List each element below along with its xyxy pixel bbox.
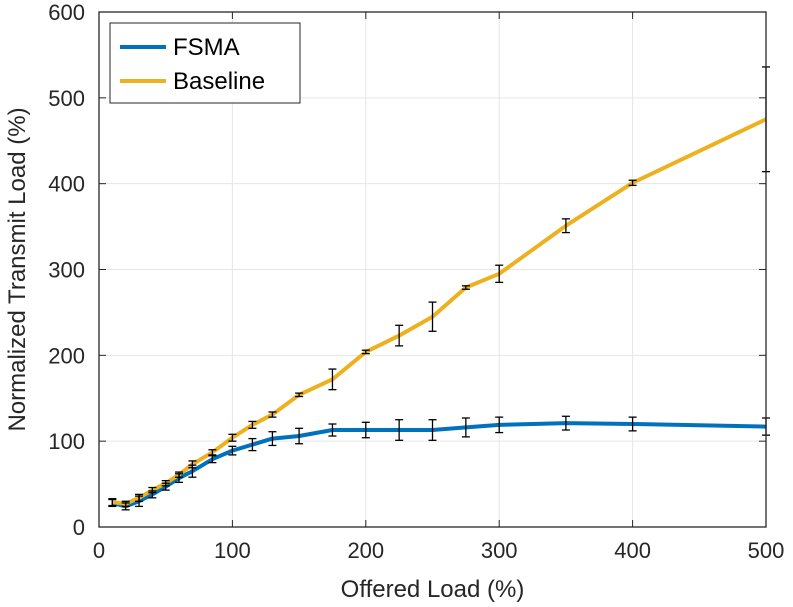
y-tick-label: 400 [48, 172, 85, 197]
legend-box [109, 22, 301, 104]
legend-label-fsma: FSMA [173, 34, 240, 61]
error-bar-fsma [208, 455, 217, 464]
x-tick-label: 500 [748, 538, 785, 563]
error-bar-baseline [268, 411, 277, 418]
x-tick-label: 200 [347, 538, 384, 563]
y-tick-label: 600 [48, 0, 85, 25]
x-axis-label: Offered Load (%) [341, 576, 525, 603]
y-axis-label: Normalized Transmit Load (%) [4, 107, 31, 431]
error-bar-fsma [428, 419, 437, 441]
x-tick-label: 300 [481, 538, 518, 563]
y-tick-label: 100 [48, 429, 85, 454]
error-bar-fsma [461, 417, 470, 438]
x-tick-label: 400 [614, 538, 651, 563]
error-bar-fsma [248, 437, 257, 452]
error-bar-baseline [628, 179, 637, 187]
error-bar-fsma [395, 419, 404, 441]
y-tick-label: 0 [73, 515, 85, 540]
error-bar-baseline [495, 264, 504, 284]
x-tick-label: 0 [93, 538, 105, 563]
error-bar-baseline [148, 486, 157, 494]
error-bar-fsma [495, 416, 504, 434]
error-bar-fsma [295, 427, 304, 445]
error-bar-baseline [175, 471, 184, 478]
x-tick-label: 100 [214, 538, 251, 563]
error-bar-baseline [188, 460, 197, 469]
error-bar-baseline [561, 218, 570, 234]
error-bar-baseline [135, 493, 144, 502]
error-bar-baseline [208, 449, 217, 456]
error-bar-fsma [628, 416, 637, 432]
legend: FSMA Baseline [109, 22, 301, 104]
error-bar-baseline [108, 498, 117, 507]
error-bar-baseline [328, 368, 337, 391]
error-bar-baseline [121, 500, 130, 508]
error-bar-fsma [268, 431, 277, 447]
error-bar-baseline [461, 285, 470, 290]
error-bar-fsma [228, 445, 237, 456]
error-bar-baseline [361, 349, 370, 355]
error-bar-baseline [228, 433, 237, 442]
error-bar-baseline [295, 392, 304, 398]
error-bar-baseline [428, 301, 437, 332]
y-tick-label: 300 [48, 258, 85, 283]
y-tick-label: 500 [48, 86, 85, 111]
error-bar-baseline [161, 479, 170, 487]
error-bar-fsma [561, 415, 570, 431]
ticks: 0 100 200 300 400 500 0 100 200 300 400 500 600 [48, 0, 784, 563]
error-bar-baseline [395, 324, 404, 347]
legend-label-baseline: Baseline [173, 68, 265, 95]
error-bar-baseline [248, 420, 257, 429]
y-tick-label: 200 [48, 343, 85, 368]
error-bar-fsma [361, 421, 370, 439]
error-bar-fsma [328, 423, 337, 437]
